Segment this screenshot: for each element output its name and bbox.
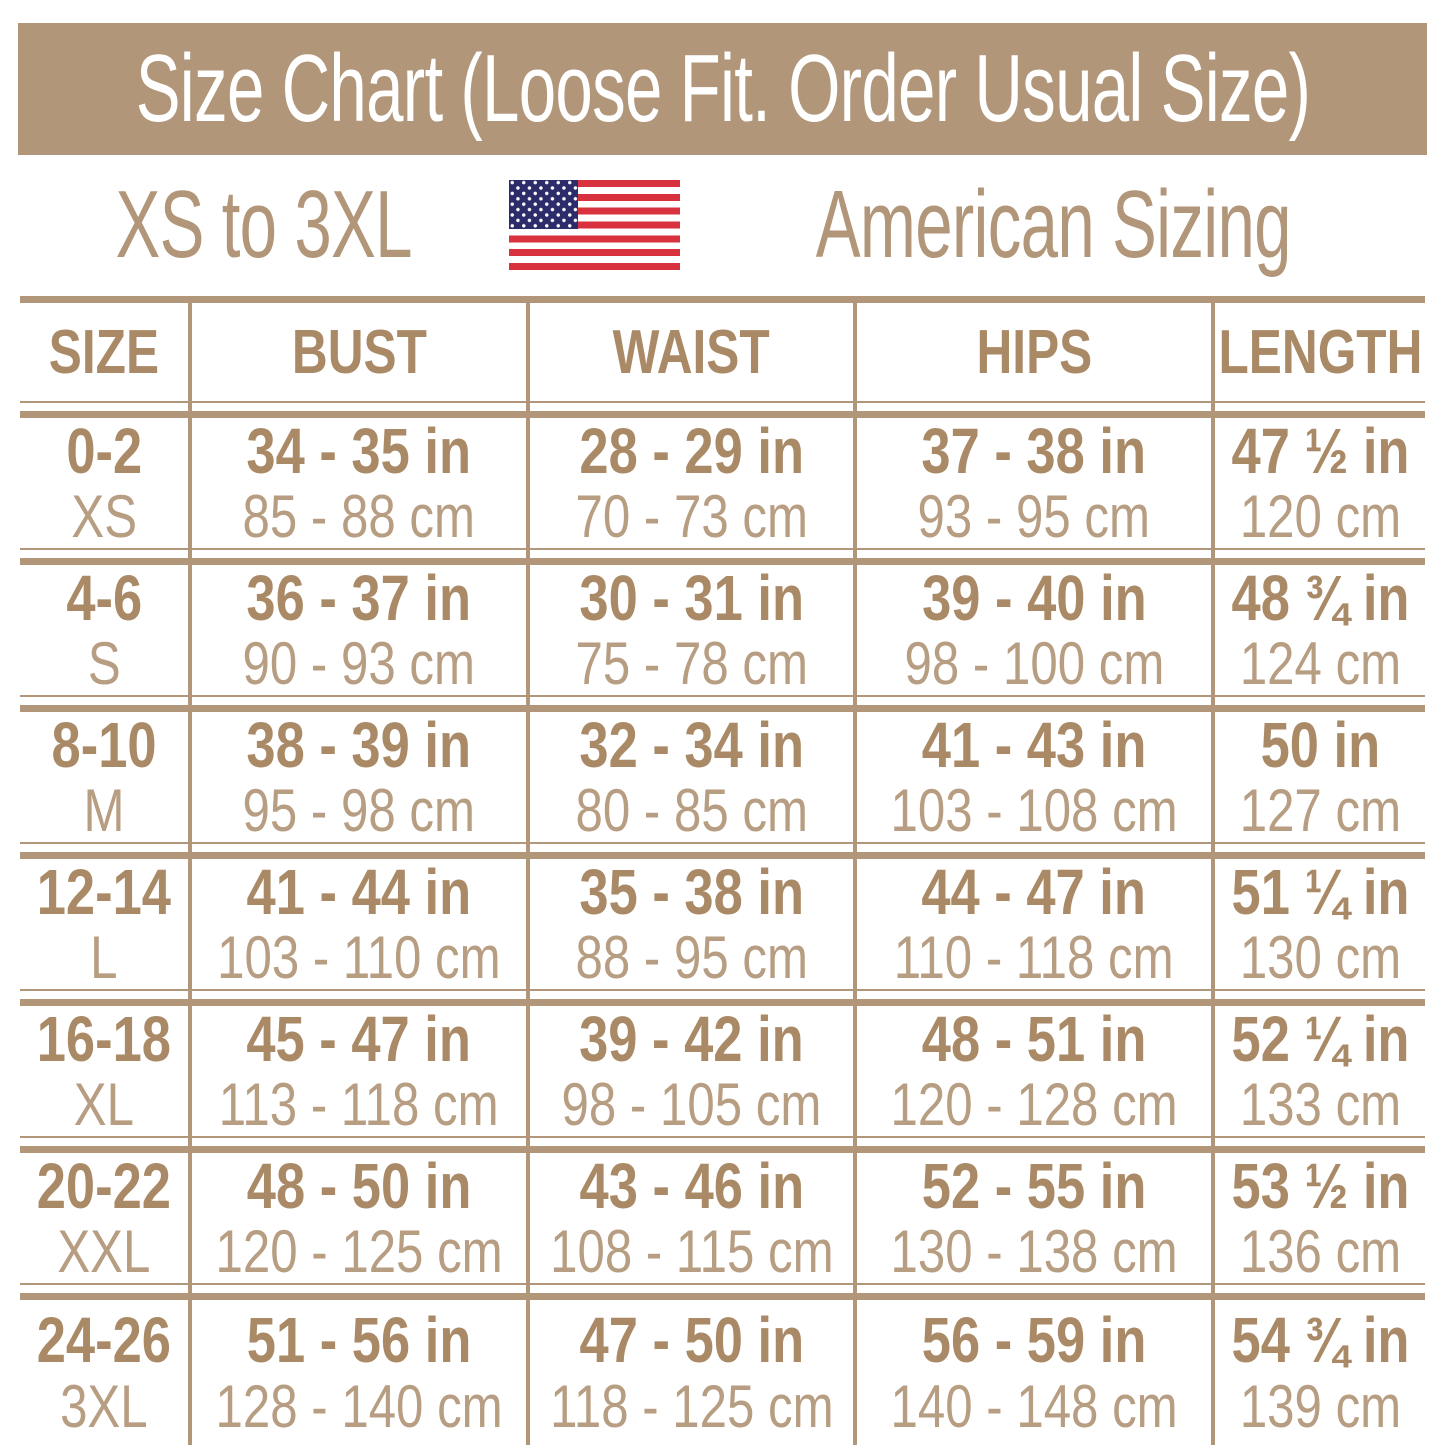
table-row-xxl: 20-22 XXL 48 - 50 in 120 - 125 cm 43 - 46 … xyxy=(20,1153,1425,1283)
length-cell: 52 ¼ in 133 cm xyxy=(1231,1006,1409,1136)
hips-cell: 37 - 38 in 93 - 95 cm xyxy=(857,418,1215,548)
row-divider xyxy=(20,401,1425,418)
row-divider xyxy=(20,695,1425,712)
bust-cell: 36 - 37 in 90 - 93 cm xyxy=(192,565,530,695)
size-cell: 0-2 XS xyxy=(20,418,192,548)
table-row-s: 4-6 S 36 - 37 in 90 - 93 cm 30 - 31 in 75 -… xyxy=(20,565,1425,695)
us-flag-icon xyxy=(509,180,681,270)
waist-cell: 47 - 50 in 118 - 125 cm xyxy=(530,1300,857,1445)
row-divider xyxy=(20,1136,1425,1153)
waist-cell: 32 - 34 in 80 - 85 cm xyxy=(530,712,857,842)
hips-cell: 56 - 59 in 140 - 148 cm xyxy=(857,1300,1215,1445)
header-cell-waist: WAIST xyxy=(530,303,857,401)
row-divider xyxy=(20,842,1425,859)
size-cell: 24-26 3XL xyxy=(20,1300,192,1445)
length-cell: 51 ¼ in 130 cm xyxy=(1231,859,1409,989)
length-cell: 48 ¾ in 124 cm xyxy=(1231,565,1409,695)
table-row-xs: 0-2 XS 34 - 35 in 85 - 88 cm 28 - 29 in 70 … xyxy=(20,418,1425,548)
bust-cell: 45 - 47 in 113 - 118 cm xyxy=(192,1006,530,1136)
size-cell: 4-6 S xyxy=(20,565,192,695)
header-cell-length: LENGTH xyxy=(1218,317,1422,387)
length-cell: 50 in 127 cm xyxy=(1239,712,1401,842)
bust-cell: 51 - 56 in 128 - 140 cm xyxy=(192,1300,530,1445)
waist-cell: 43 - 46 in 108 - 115 cm xyxy=(530,1153,857,1283)
header-cell-hips: HIPS xyxy=(857,303,1215,401)
size-cell: 16-18 XL xyxy=(20,1006,192,1136)
hips-cell: 39 - 40 in 98 - 100 cm xyxy=(857,565,1215,695)
size-cell: 20-22 XXL xyxy=(20,1153,192,1283)
hips-cell: 52 - 55 in 130 - 138 cm xyxy=(857,1153,1215,1283)
table-top-rule xyxy=(20,296,1425,303)
table-row-m: 8-10 M 38 - 39 in 95 - 98 cm 32 - 34 in 80 … xyxy=(20,712,1425,842)
header-cell-bust: BUST xyxy=(192,303,530,401)
title-bar: Size Chart (Loose Fit. Order Usual Size) xyxy=(18,23,1427,155)
length-cell: 53 ½ in 136 cm xyxy=(1231,1153,1409,1283)
table-row-3xl: 24-26 3XL 51 - 56 in 128 - 140 cm 47 - 50 … xyxy=(20,1300,1425,1445)
hips-cell: 48 - 51 in 120 - 128 cm xyxy=(857,1006,1215,1136)
size-cell: 8-10 M xyxy=(20,712,192,842)
row-divider xyxy=(20,1283,1425,1300)
header-cell-size: SIZE xyxy=(20,303,192,401)
size-range-label: XS to 3XL xyxy=(115,171,413,278)
hips-cell: 44 - 47 in 110 - 118 cm xyxy=(857,859,1215,989)
hips-cell: 41 - 43 in 103 - 108 cm xyxy=(857,712,1215,842)
row-divider xyxy=(20,548,1425,565)
length-cell: 54 ¾ in 139 cm xyxy=(1231,1304,1409,1440)
us-flag-canton xyxy=(509,180,579,229)
length-cell: 47 ½ in 120 cm xyxy=(1231,418,1409,548)
bust-cell: 41 - 44 in 103 - 110 cm xyxy=(192,859,530,989)
size-cell: 12-14 L xyxy=(20,859,192,989)
table-row-xl: 16-18 XL 45 - 47 in 113 - 118 cm 39 - 42 i… xyxy=(20,1006,1425,1136)
subtitle-row: XS to 3XL American Sizing xyxy=(0,155,1445,295)
table-header-row: SIZE BUST WAIST HIPS LENGTH xyxy=(20,303,1425,401)
sizing-standard-label: American Sizing xyxy=(816,171,1292,278)
table-row-l: 12-14 L 41 - 44 in 103 - 110 cm 35 - 38 in… xyxy=(20,859,1425,989)
bust-cell: 34 - 35 in 85 - 88 cm xyxy=(192,418,530,548)
row-divider xyxy=(20,989,1425,1006)
waist-cell: 39 - 42 in 98 - 105 cm xyxy=(530,1006,857,1136)
page-title: Size Chart (Loose Fit. Order Usual Size) xyxy=(135,35,1310,142)
waist-cell: 35 - 38 in 88 - 95 cm xyxy=(530,859,857,989)
waist-cell: 30 - 31 in 75 - 78 cm xyxy=(530,565,857,695)
bust-cell: 38 - 39 in 95 - 98 cm xyxy=(192,712,530,842)
size-table: SIZE BUST WAIST HIPS LENGTH 0-2 XS 34 - 3… xyxy=(20,296,1425,1445)
waist-cell: 28 - 29 in 70 - 73 cm xyxy=(530,418,857,548)
bust-cell: 48 - 50 in 120 - 125 cm xyxy=(192,1153,530,1283)
